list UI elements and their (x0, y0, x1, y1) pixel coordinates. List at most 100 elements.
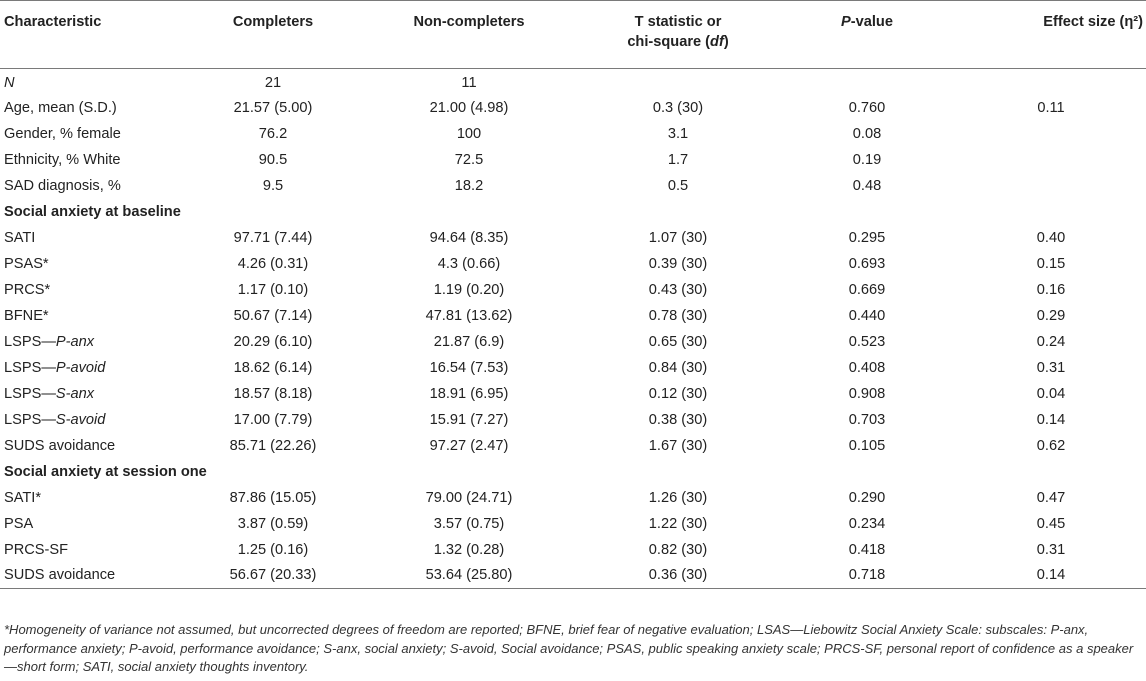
cell-effect-size (956, 173, 1146, 199)
table-row: Gender, % female 76.2 100 3.1 0.08 (0, 121, 1146, 147)
row-label-n: N (4, 74, 15, 91)
cell-effect-size: 0.04 (1036, 385, 1066, 402)
section-heading-baseline: Social anxiety at baseline (0, 199, 1146, 225)
cell-noncompleters: 21.00 (4.98) (429, 99, 509, 116)
cell-statistic: 0.43 (30) (648, 281, 708, 298)
row-label: PRCS-SF (4, 541, 69, 558)
header-statistic-line2-pre: chi-square ( (627, 34, 711, 50)
header-characteristic: Characteristic (0, 0, 186, 69)
row-label: SATI* (4, 489, 42, 506)
cell-effect-size: 0.24 (1036, 333, 1066, 350)
cell-noncompleters: 53.64 (25.80) (360, 562, 578, 589)
cell-statistic: 1.67 (30) (648, 437, 708, 454)
cell-completers: 18.62 (6.14) (233, 359, 313, 376)
cell-effect-size: 0.40 (1036, 229, 1066, 246)
cell-effect-size: 0.16 (1036, 281, 1066, 298)
row-label: PRCS* (4, 281, 51, 298)
cell-statistic: 1.26 (30) (648, 489, 708, 506)
cell-noncompleters: 94.64 (8.35) (429, 229, 509, 246)
cell-completers: 1.17 (0.10) (237, 281, 309, 298)
cell-effect-size: 0.47 (1036, 489, 1066, 506)
cell-completers: 90.5 (258, 151, 288, 168)
cell-p-value: 0.234 (848, 515, 886, 532)
cell-completers: 4.26 (0.31) (237, 255, 309, 272)
cell-completers: 85.71 (22.26) (229, 437, 317, 454)
cell-p-value: 0.908 (848, 385, 886, 402)
cell-noncompleters: 1.32 (0.28) (433, 541, 505, 558)
table-row: SUDS avoidance 56.67 (20.33) 53.64 (25.8… (0, 562, 1146, 589)
cell-noncompleters: 72.5 (454, 151, 484, 168)
row-label-prefix: LSPS— (4, 359, 56, 376)
table-row: N 21 11 (0, 69, 1146, 95)
cell-completers: 18.57 (8.18) (233, 385, 313, 402)
cell-p-value: 0.669 (848, 281, 886, 298)
cell-effect-size: 0.45 (1036, 515, 1066, 532)
cell-statistic (578, 69, 778, 95)
cell-noncompleters: 47.81 (13.62) (425, 307, 513, 324)
cell-statistic: 0.12 (30) (648, 385, 708, 402)
cell-noncompleters: 3.57 (0.75) (433, 515, 505, 532)
row-label-prefix: LSPS— (4, 411, 56, 428)
cell-p-value: 0.760 (848, 99, 886, 116)
row-label: PSAS* (4, 255, 49, 272)
cell-completers: 50.67 (7.14) (233, 307, 313, 324)
cell-completers: 20.29 (6.10) (233, 333, 313, 350)
table-row: Age, mean (S.D.) 21.57 (5.00) 21.00 (4.9… (0, 95, 1146, 121)
cell-effect-size: 0.11 (1037, 99, 1065, 116)
row-label: LSPS—S-anx (0, 381, 186, 407)
table-row: LSPS—S-anx 18.57 (8.18) 18.91 (6.95) 0.1… (0, 381, 1146, 407)
cell-statistic: 0.84 (30) (648, 359, 708, 376)
table-row: PSA 3.87 (0.59) 3.57 (0.75) 1.22 (30) 0.… (0, 511, 1146, 537)
header-statistic-line2-post: ) (723, 34, 729, 50)
cell-statistic: 0.82 (30) (648, 541, 708, 558)
table-row: SAD diagnosis, % 9.5 18.2 0.5 0.48 (0, 173, 1146, 199)
row-label-prefix: LSPS— (4, 385, 56, 402)
cell-statistic: 0.65 (30) (648, 333, 708, 350)
table-row: PRCS-SF 1.25 (0.16) 1.32 (0.28) 0.82 (30… (0, 537, 1146, 563)
header-p-rest: -value (850, 14, 893, 30)
cell-p-value: 0.290 (848, 489, 886, 506)
header-p-italic: P (841, 14, 851, 30)
cell-effect-size: 0.62 (1036, 437, 1066, 454)
cell-statistic: 0.39 (30) (648, 255, 708, 272)
row-label-subscale: P-anx (55, 333, 95, 350)
row-label: LSPS—P-anx (0, 329, 186, 355)
cell-effect-size (956, 147, 1146, 173)
cell-statistic: 0.5 (667, 177, 689, 194)
cell-effect-size (956, 69, 1146, 95)
row-label: LSPS—S-avoid (0, 407, 186, 433)
cell-noncompleters: 100 (456, 125, 482, 142)
cell-noncompleters: 16.54 (7.53) (429, 359, 509, 376)
row-label: SAD diagnosis, % (4, 177, 121, 194)
cell-completers: 87.86 (15.05) (229, 489, 317, 506)
cell-statistic: 0.38 (30) (648, 411, 708, 428)
header-completers: Completers (186, 0, 360, 69)
header-statistic-df: df (710, 34, 724, 50)
cell-p-value: 0.408 (848, 359, 886, 376)
table-row: LSPS—P-anx 20.29 (6.10) 21.87 (6.9) 0.65… (0, 329, 1146, 355)
row-label-subscale: S-avoid (55, 411, 106, 428)
cell-p-value: 0.19 (852, 151, 882, 168)
cell-completers: 56.67 (20.33) (186, 562, 360, 589)
row-label: SATI (4, 229, 36, 246)
table-row: SATI 97.71 (7.44) 94.64 (8.35) 1.07 (30)… (0, 225, 1146, 251)
cell-completers: 17.00 (7.79) (233, 411, 313, 428)
cell-effect-size: 0.29 (1036, 307, 1066, 324)
cell-noncompleters: 97.27 (2.47) (429, 437, 509, 454)
cell-noncompleters: 18.2 (454, 177, 484, 194)
header-p-value: P-value (778, 0, 956, 69)
section-heading-session-one: Social anxiety at session one (0, 459, 1146, 485)
cell-effect-size: 0.15 (1036, 255, 1066, 272)
cell-statistic: 0.3 (30) (652, 99, 704, 116)
table-row: PSAS* 4.26 (0.31) 4.3 (0.66) 0.39 (30) 0… (0, 251, 1146, 277)
cell-completers: 9.5 (262, 177, 284, 194)
header-statistic: T statistic or chi-square (df) (578, 0, 778, 69)
cell-p-value: 0.718 (778, 562, 956, 589)
cell-completers: 21.57 (5.00) (233, 99, 313, 116)
row-label: N (0, 69, 186, 95)
cell-noncompleters: 79.00 (24.71) (425, 489, 513, 506)
cell-noncompleters: 18.91 (6.95) (429, 385, 509, 402)
header-statistic-line1: T statistic or (634, 14, 722, 30)
row-label-prefix: LSPS— (4, 333, 56, 350)
cell-completers: 76.2 (258, 125, 288, 142)
